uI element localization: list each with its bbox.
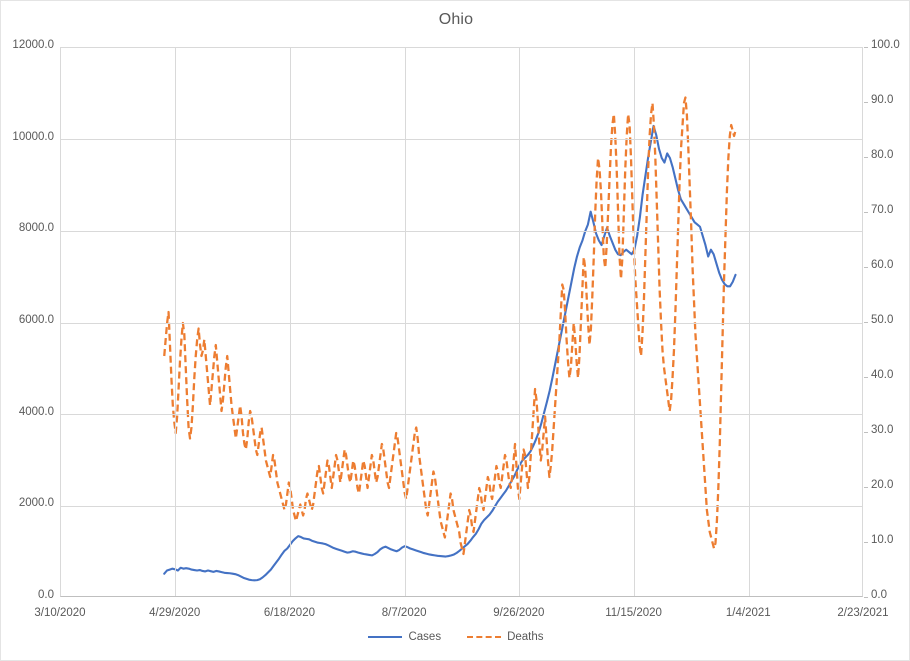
chart-legend: Cases Deaths bbox=[1, 631, 909, 643]
x-axis-tick-label: 3/10/2020 bbox=[34, 607, 86, 619]
legend-swatch-cases-icon bbox=[368, 636, 403, 638]
y-axis-right-tickmark bbox=[864, 432, 868, 433]
y-axis-right-tickmark bbox=[864, 267, 868, 268]
y-axis-left-tick-label: 2000.0 bbox=[18, 497, 54, 510]
y-axis-right-tick-label: 100.0 bbox=[871, 39, 900, 51]
legend-swatch-deaths-icon bbox=[467, 636, 502, 638]
y-axis-right-tickmark bbox=[864, 377, 868, 378]
x-axis-tick-label: 11/15/2020 bbox=[605, 607, 662, 619]
y-axis-left-tick-label: 8000.0 bbox=[18, 222, 54, 235]
legend-label: Deaths bbox=[507, 631, 544, 643]
y-axis-right-tickmark bbox=[864, 102, 868, 103]
x-axis-tick-label: 9/26/2020 bbox=[493, 607, 545, 619]
gridline-horizontal bbox=[61, 505, 862, 507]
gridline-horizontal bbox=[61, 230, 862, 232]
x-axis-tick-label: 4/29/2020 bbox=[149, 607, 201, 619]
y-axis-right-tickmark bbox=[864, 542, 868, 543]
y-axis-left-tick-label: 4000.0 bbox=[18, 405, 54, 418]
x-axis-tick-label: 1/4/2021 bbox=[725, 607, 771, 619]
series-line-deaths bbox=[163, 96, 737, 556]
legend-item-deaths[interactable]: Deaths bbox=[467, 631, 544, 643]
y-axis-right-tick-label: 20.0 bbox=[871, 479, 894, 491]
y-axis-right-tick-label: 40.0 bbox=[871, 369, 894, 381]
gridline-vertical bbox=[519, 48, 521, 596]
y-axis-right-tickmark bbox=[864, 487, 868, 488]
gridline-horizontal bbox=[61, 414, 862, 416]
legend-label: Cases bbox=[408, 631, 442, 643]
y-axis-right-tick-label: 70.0 bbox=[871, 204, 894, 216]
y-axis-right-tick-label: 50.0 bbox=[871, 314, 894, 326]
gridline-vertical bbox=[289, 48, 291, 596]
plot-svg bbox=[163, 96, 737, 582]
y-axis-right-tick-label: 10.0 bbox=[871, 534, 894, 546]
y-axis-right-tick-label: 30.0 bbox=[871, 424, 894, 436]
gridline-vertical bbox=[404, 48, 406, 596]
y-axis-right-tickmark bbox=[864, 157, 868, 158]
y-axis-right-tickmark bbox=[864, 597, 868, 598]
gridline-vertical bbox=[634, 48, 636, 596]
x-axis-tick-label: 2/23/2021 bbox=[837, 607, 889, 619]
series-line-cases bbox=[163, 124, 737, 582]
plot-area bbox=[60, 47, 863, 597]
gridline-horizontal bbox=[61, 322, 862, 324]
y-axis-left-tick-label: 10000.0 bbox=[12, 130, 54, 143]
gridline-vertical bbox=[748, 48, 750, 596]
y-axis-right-tick-label: 90.0 bbox=[871, 94, 894, 106]
y-axis-right-tick-label: 80.0 bbox=[871, 149, 894, 161]
x-axis-tick-label: 6/18/2020 bbox=[263, 607, 315, 619]
y-axis-right-tick-label: 60.0 bbox=[871, 259, 894, 271]
gridline-horizontal bbox=[61, 139, 862, 141]
y-axis-right-tick-label: 0.0 bbox=[871, 589, 887, 601]
y-axis-left-tick-label: 6000.0 bbox=[18, 314, 54, 326]
chart-title: Ohio bbox=[438, 11, 474, 28]
y-axis-left-tick-label: 12000.0 bbox=[12, 39, 54, 51]
legend-item-cases[interactable]: Cases bbox=[368, 631, 441, 643]
y-axis-left-tick-label: 0.0 bbox=[38, 589, 54, 601]
y-axis-right-tickmark bbox=[864, 47, 868, 48]
gridline-vertical bbox=[175, 48, 177, 596]
y-axis-right-tickmark bbox=[864, 322, 868, 323]
y-axis-right-tickmark bbox=[864, 212, 868, 213]
x-axis-tick-label: 8/7/2020 bbox=[381, 607, 427, 619]
